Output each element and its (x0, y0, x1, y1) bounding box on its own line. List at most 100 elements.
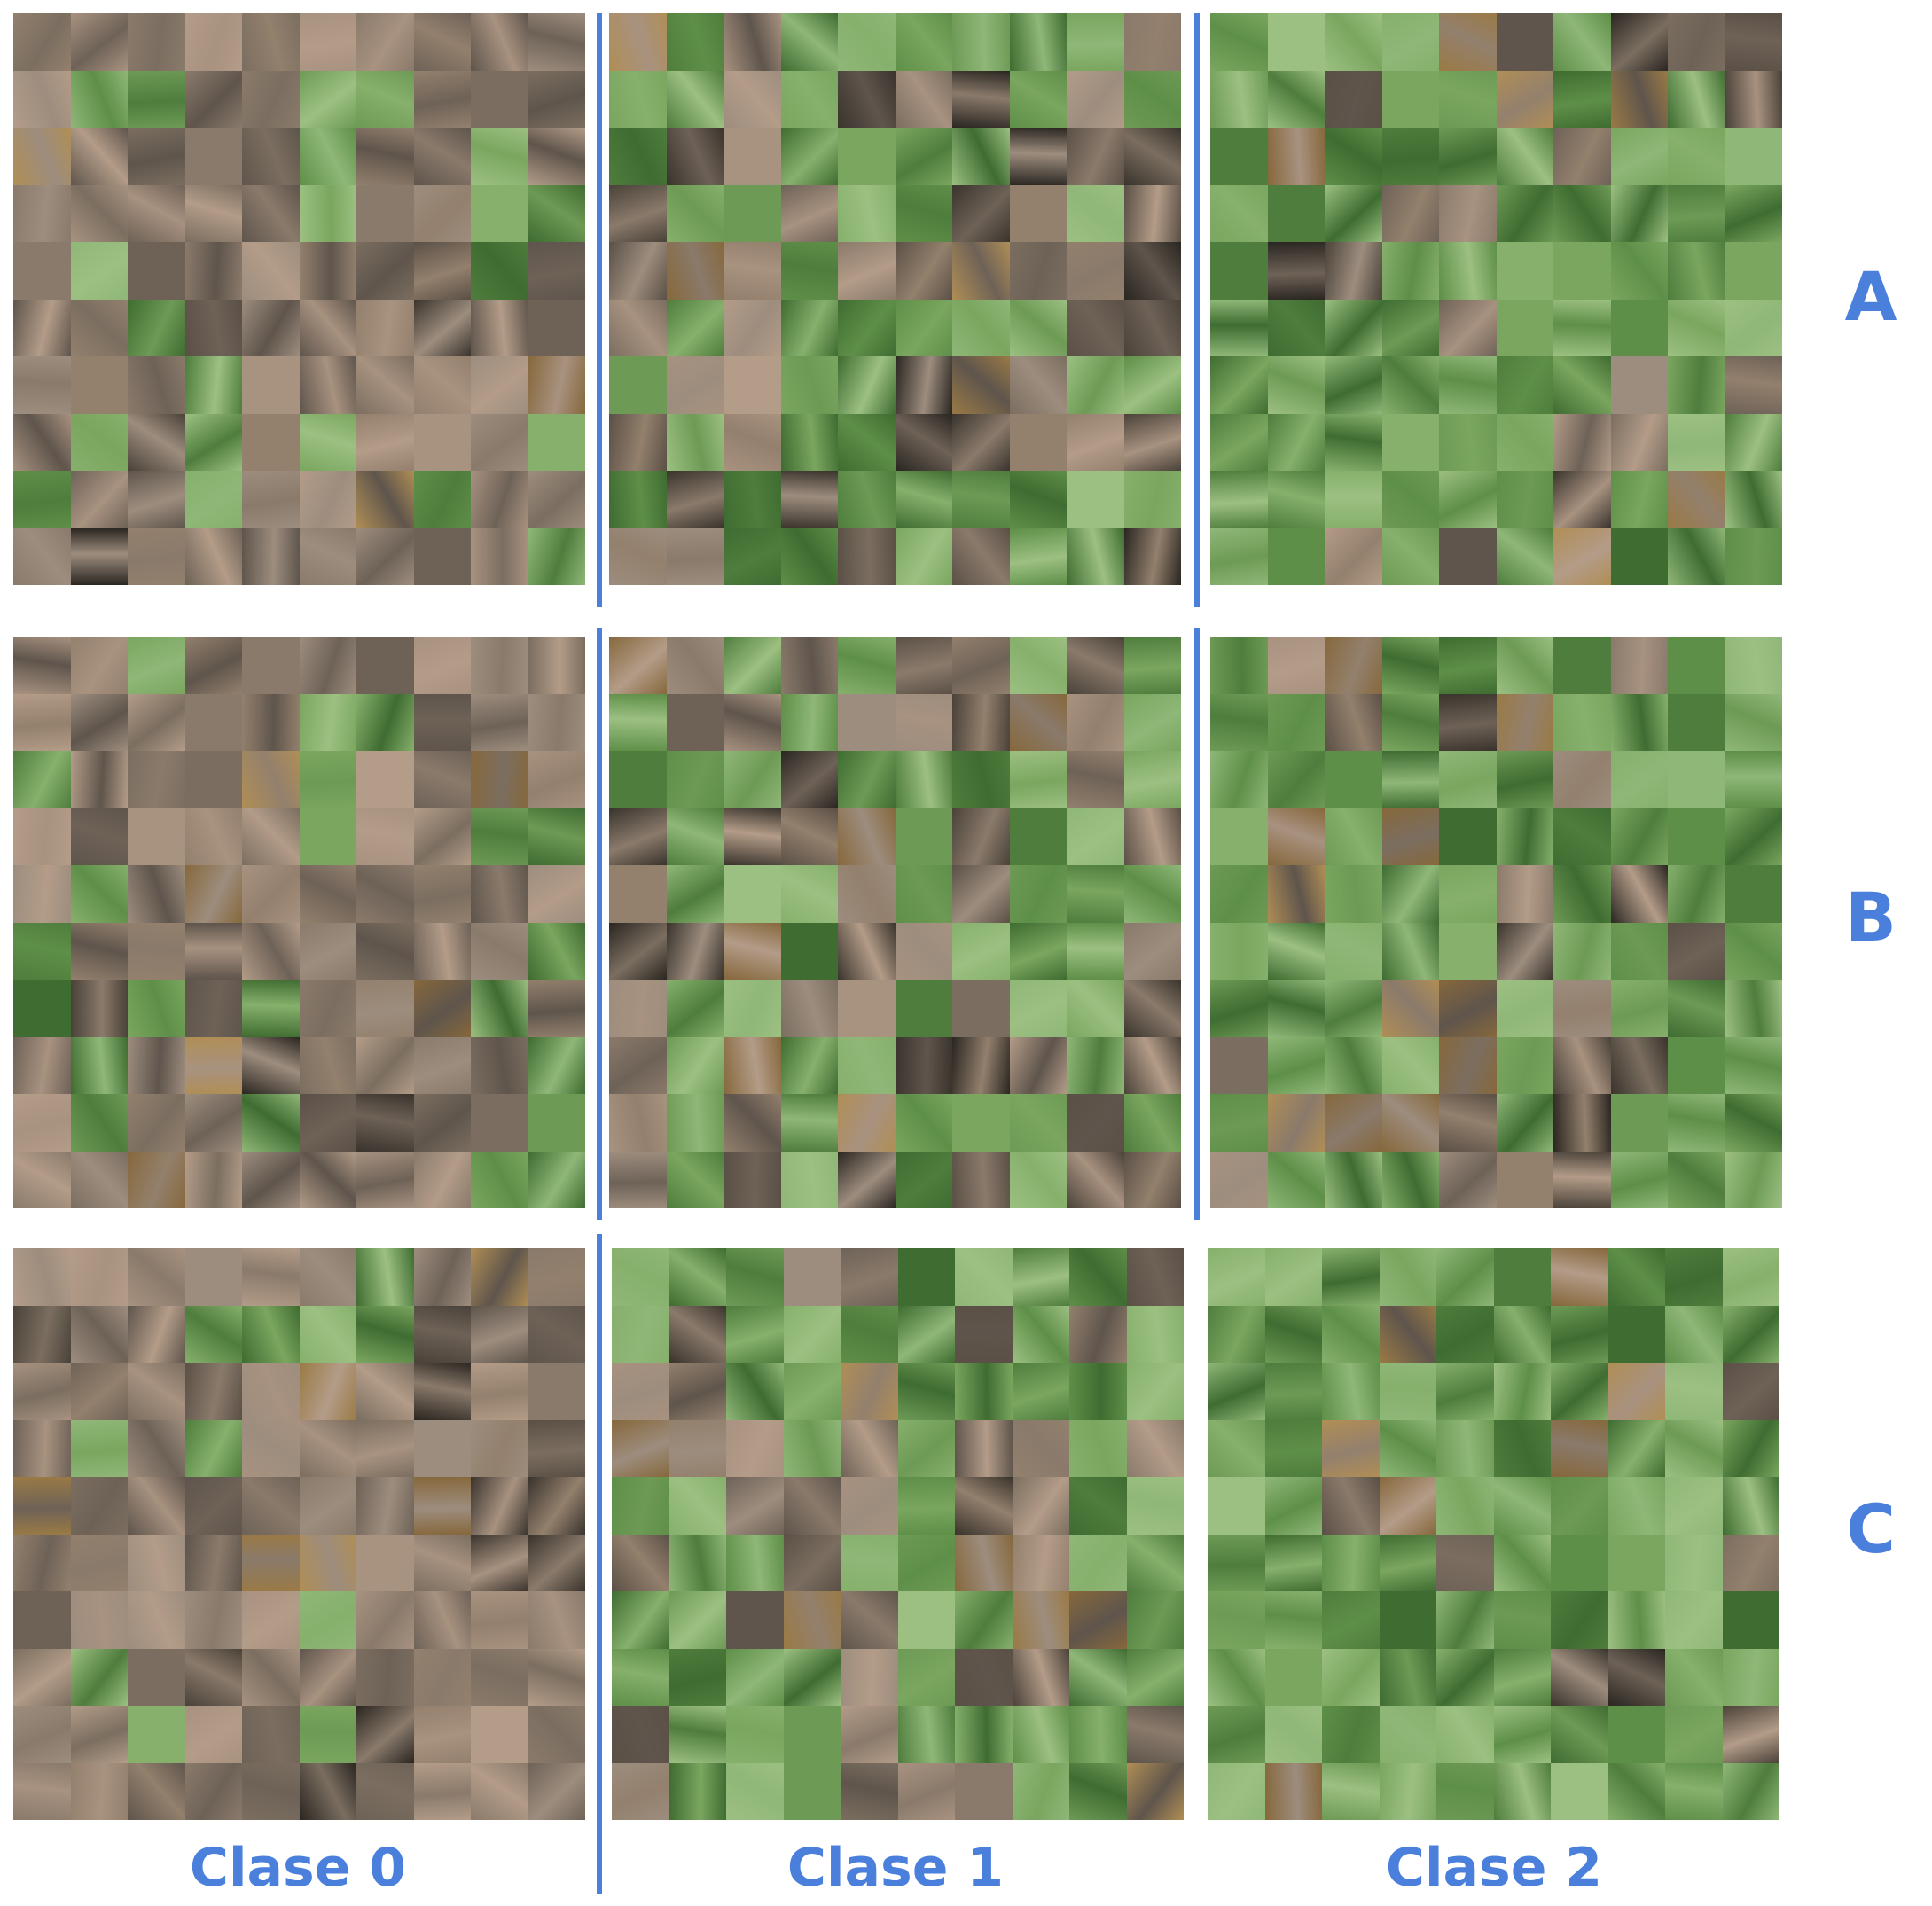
image-patch (780, 1094, 838, 1152)
image-patch (184, 980, 242, 1037)
image-patch (1725, 128, 1782, 185)
image-patch (1267, 413, 1325, 471)
image-patch (1067, 693, 1124, 751)
image-patch (299, 1248, 356, 1306)
image-patch (1436, 1248, 1494, 1306)
image-patch (242, 1305, 300, 1363)
image-patch (128, 242, 185, 300)
image-patch (666, 637, 724, 694)
image-patch (1553, 637, 1611, 694)
image-patch (70, 471, 128, 528)
image-patch (1009, 471, 1067, 528)
image-patch (1267, 13, 1325, 71)
image-patch (242, 128, 300, 185)
image-patch (1496, 299, 1553, 356)
image-patch (1436, 1305, 1494, 1363)
image-patch (413, 693, 471, 751)
image-patch (895, 527, 952, 585)
image-patch (1067, 128, 1124, 185)
image-patch (299, 1762, 356, 1820)
image-patch (1067, 13, 1124, 71)
image-patch (299, 1591, 356, 1649)
image-patch (1610, 1036, 1668, 1094)
image-patch (1123, 808, 1181, 865)
image-patch (1722, 1648, 1779, 1706)
image-patch (471, 242, 528, 300)
image-patch (666, 980, 724, 1037)
image-patch (1496, 865, 1553, 923)
image-patch (1607, 1305, 1665, 1363)
mosaic-b-clase-0 (13, 637, 585, 1208)
image-patch (724, 980, 781, 1037)
divider-row-a-2 (1194, 13, 1200, 607)
image-patch (1069, 1591, 1127, 1649)
image-patch (724, 356, 781, 414)
image-patch (1069, 1706, 1127, 1763)
image-patch (895, 184, 952, 242)
image-patch (413, 980, 471, 1037)
image-patch (895, 13, 952, 71)
image-patch (726, 1706, 784, 1763)
image-patch (1325, 922, 1382, 980)
image-patch (299, 693, 356, 751)
image-patch (242, 471, 300, 528)
image-patch (528, 808, 585, 865)
image-patch (1210, 808, 1268, 865)
image-patch (356, 922, 414, 980)
image-patch (609, 184, 667, 242)
image-patch (1722, 1363, 1779, 1420)
image-patch (356, 13, 414, 71)
image-patch (128, 471, 185, 528)
image-patch (1126, 1762, 1184, 1820)
image-patch (838, 637, 896, 694)
image-patch (70, 1762, 128, 1820)
image-patch (242, 242, 300, 300)
image-patch (1322, 1419, 1380, 1477)
image-patch (609, 1036, 667, 1094)
image-patch (471, 637, 528, 694)
image-patch (13, 1534, 71, 1591)
mosaic-a-clase-0 (13, 13, 585, 585)
image-patch (1123, 1151, 1181, 1208)
image-patch (128, 1363, 185, 1420)
image-patch (666, 356, 724, 414)
image-patch (838, 693, 896, 751)
image-patch (609, 922, 667, 980)
image-patch (184, 1094, 242, 1152)
image-patch (1264, 1648, 1322, 1706)
image-patch (1496, 693, 1553, 751)
image-patch (356, 527, 414, 585)
image-patch (1210, 356, 1268, 414)
image-patch (955, 1591, 1013, 1649)
image-patch (895, 637, 952, 694)
image-patch (299, 70, 356, 128)
image-patch (128, 1591, 185, 1649)
image-patch (955, 1648, 1013, 1706)
image-patch (184, 527, 242, 585)
image-patch (1381, 70, 1439, 128)
image-patch (299, 299, 356, 356)
image-patch (895, 808, 952, 865)
image-patch (666, 1151, 724, 1208)
image-patch (1012, 1477, 1069, 1535)
image-patch (780, 1036, 838, 1094)
image-patch (70, 865, 128, 923)
image-patch (70, 1248, 128, 1306)
image-patch (1725, 808, 1782, 865)
image-patch (952, 751, 1010, 808)
image-patch (1264, 1591, 1322, 1649)
image-patch (528, 1036, 585, 1094)
image-patch (1322, 1762, 1380, 1820)
image-patch (955, 1762, 1013, 1820)
image-patch (1439, 527, 1497, 585)
image-patch (1126, 1419, 1184, 1477)
image-patch (1322, 1248, 1380, 1306)
image-patch (299, 1036, 356, 1094)
image-patch (1379, 1534, 1436, 1591)
image-patch (955, 1706, 1013, 1763)
image-patch (356, 413, 414, 471)
image-patch (528, 527, 585, 585)
image-patch (184, 693, 242, 751)
image-patch (1267, 693, 1325, 751)
image-patch (70, 70, 128, 128)
